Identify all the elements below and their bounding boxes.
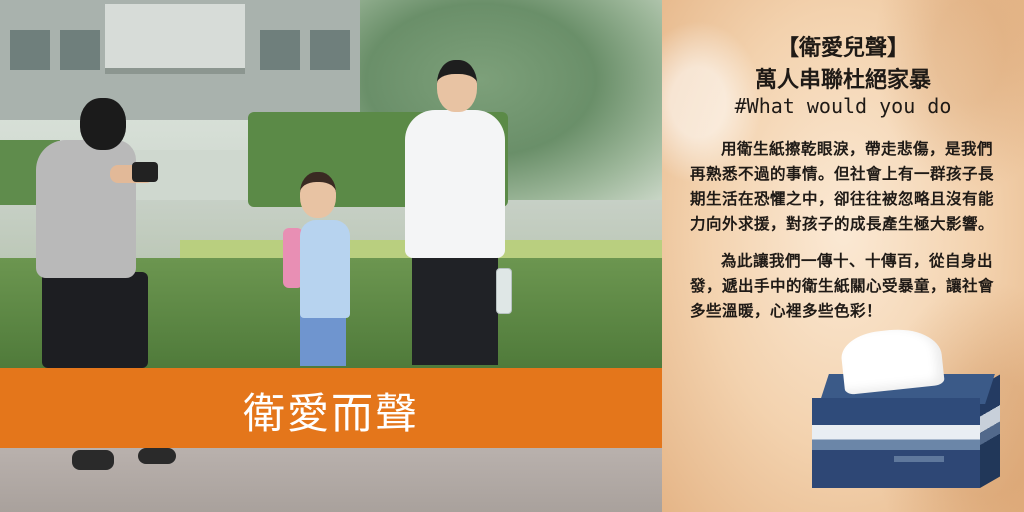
tissue-box-label xyxy=(894,456,944,462)
photographer-shoe xyxy=(138,448,176,464)
building-annex xyxy=(105,4,245,74)
building-window xyxy=(60,30,100,70)
photographer-pants xyxy=(42,272,148,368)
building-window xyxy=(260,30,300,70)
campaign-photo: 衛愛而聲 xyxy=(0,0,662,512)
building-window xyxy=(10,30,50,70)
tissue xyxy=(839,324,945,396)
panel-subtitle: 萬人串聯杜絕家暴 xyxy=(754,67,931,93)
hashtag: #What would you do xyxy=(734,94,952,118)
water-bottle xyxy=(496,268,512,314)
title-banner: 衛愛而聲 xyxy=(0,368,662,448)
girl-dress xyxy=(300,220,350,318)
photographer-head xyxy=(80,98,126,150)
man-pants xyxy=(412,255,498,365)
photographer-shirt xyxy=(36,140,136,278)
girl-head xyxy=(300,172,336,218)
call-to-action-paragraph: 為此讓我們一傳十、十傳百，從自身出發，遞出手中的衛生紙關心受暴童，讓社會多些溫暖… xyxy=(690,251,995,320)
man-head xyxy=(437,60,477,112)
info-panel: 【衛愛兒聲】 萬人串聯杜絕家暴 #What would you do 用衛生紙擦… xyxy=(662,0,1024,512)
tissue-box-front xyxy=(812,398,980,488)
girl-backpack xyxy=(283,228,303,288)
girl-leggings xyxy=(300,312,346,366)
tissue-box-illustration xyxy=(812,324,1012,500)
photographer-shoe xyxy=(72,450,114,470)
description-paragraph: 用衛生紙擦乾眼淚，帶走悲傷，是我們再熟悉不過的事情。但社會上有一群孩子長期生活在… xyxy=(690,139,995,233)
banner-title: 衛愛而聲 xyxy=(242,389,419,438)
panel-title: 【衛愛兒聲】 xyxy=(776,35,909,61)
camera xyxy=(132,162,158,182)
building-window xyxy=(310,30,350,70)
man-shirt xyxy=(405,110,505,258)
